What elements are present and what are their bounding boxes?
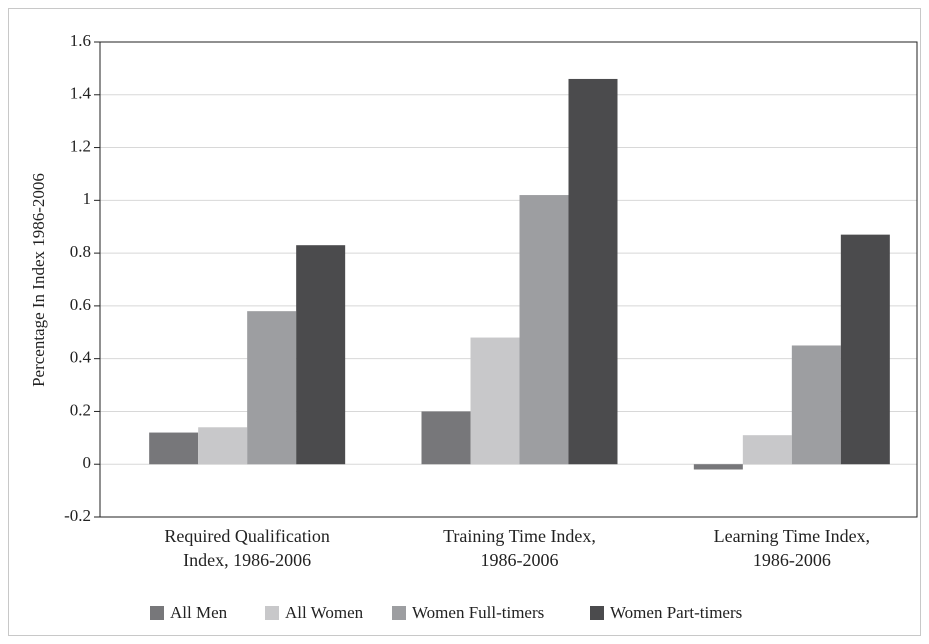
y-tick-label: 1.4	[70, 84, 92, 103]
bar	[840, 234, 890, 465]
y-tick-label: 0.8	[70, 242, 91, 261]
bar	[791, 345, 841, 465]
y-tick-label: 1.2	[70, 136, 91, 155]
x-tick-label: Learning Time Index, 1986-2006	[713, 526, 871, 570]
bar	[742, 435, 792, 465]
plot-frame	[99, 41, 918, 518]
y-tick-label: 1.6	[70, 31, 91, 50]
bar	[421, 411, 471, 465]
y-tick-label: 0.2	[70, 400, 91, 419]
legend-swatch	[150, 606, 164, 620]
outer-border	[8, 8, 921, 636]
legend-swatch	[590, 606, 604, 620]
x-tick-label: Required Qualification Index, 1986-2006	[164, 526, 330, 570]
y-tick-label: 1	[83, 189, 92, 208]
bar	[519, 195, 569, 465]
bar	[247, 311, 297, 465]
y-tick-label: 0.6	[70, 295, 91, 314]
bar	[568, 78, 618, 465]
bar	[149, 432, 199, 465]
bar	[198, 427, 248, 465]
legend-swatch	[392, 606, 406, 620]
y-tick-label: -0.2	[64, 506, 91, 525]
bar	[296, 245, 346, 465]
legend-swatch	[265, 606, 279, 620]
bar	[470, 337, 520, 465]
legend-label: Women Full-timers	[412, 603, 544, 622]
x-tick-label: Training Time Index, 1986-2006	[443, 526, 596, 570]
y-tick-label: 0	[83, 453, 92, 472]
legend-label: Women Part-timers	[610, 603, 742, 622]
y-axis-label: Percentage In Index 1986-2006	[29, 173, 48, 387]
legend-label: All Men	[170, 603, 228, 622]
legend-label: All Women	[285, 603, 364, 622]
bar	[693, 464, 743, 470]
y-tick-label: 0.4	[70, 348, 92, 367]
